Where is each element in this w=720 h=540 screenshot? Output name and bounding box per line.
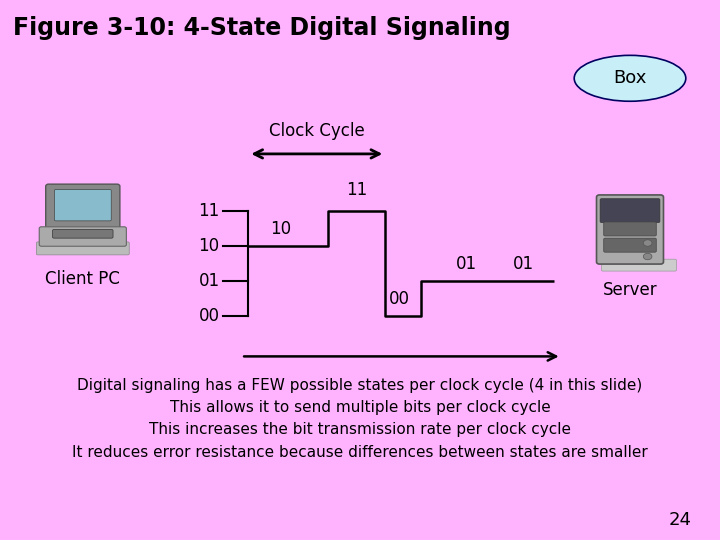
- Ellipse shape: [575, 56, 685, 102]
- FancyBboxPatch shape: [55, 190, 112, 221]
- FancyBboxPatch shape: [603, 238, 657, 252]
- Text: Clock Cycle: Clock Cycle: [269, 123, 364, 140]
- Text: 11: 11: [346, 181, 367, 199]
- FancyBboxPatch shape: [596, 195, 664, 264]
- FancyBboxPatch shape: [40, 227, 127, 246]
- Circle shape: [644, 253, 652, 260]
- Text: 11: 11: [198, 201, 220, 220]
- Text: Box: Box: [613, 69, 647, 87]
- Text: 00: 00: [389, 290, 410, 308]
- Text: 01: 01: [513, 255, 534, 273]
- FancyBboxPatch shape: [46, 184, 120, 229]
- FancyBboxPatch shape: [600, 199, 660, 222]
- FancyBboxPatch shape: [603, 222, 657, 236]
- Circle shape: [644, 240, 652, 246]
- Text: 01: 01: [456, 255, 477, 273]
- Text: Server: Server: [603, 281, 657, 299]
- Text: 00: 00: [199, 307, 220, 325]
- FancyBboxPatch shape: [36, 242, 130, 255]
- Text: Client PC: Client PC: [45, 270, 120, 288]
- FancyBboxPatch shape: [53, 230, 113, 238]
- Text: 01: 01: [199, 272, 220, 290]
- FancyBboxPatch shape: [602, 259, 677, 271]
- Text: Digital signaling has a FEW possible states per clock cycle (4 in this slide)
Th: Digital signaling has a FEW possible sta…: [72, 378, 648, 460]
- Text: 24: 24: [668, 511, 691, 529]
- Text: 10: 10: [270, 220, 291, 238]
- Text: Figure 3-10: 4-State Digital Signaling: Figure 3-10: 4-State Digital Signaling: [13, 16, 510, 40]
- Text: 10: 10: [199, 237, 220, 255]
